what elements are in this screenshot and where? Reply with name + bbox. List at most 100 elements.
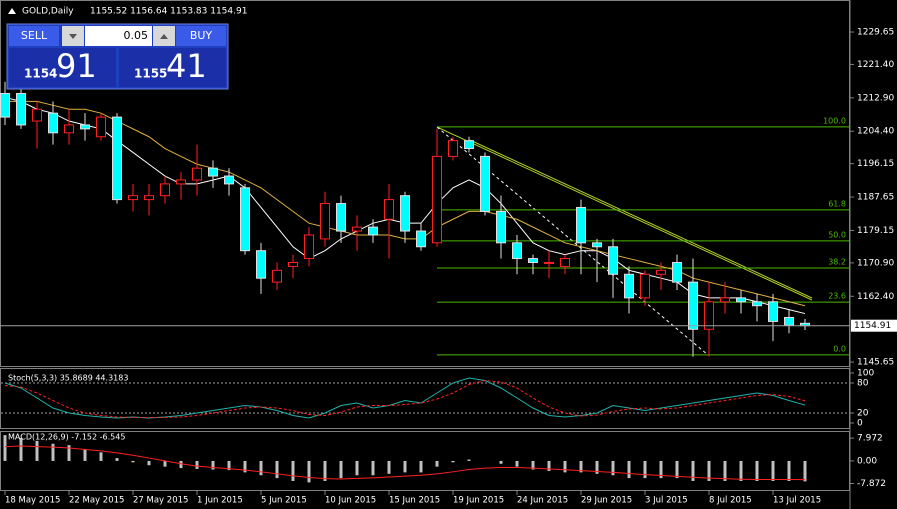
candle-body bbox=[240, 187, 250, 252]
histogram-bar bbox=[531, 460, 535, 470]
macd-panel bbox=[0, 431, 850, 491]
candle-body bbox=[752, 301, 762, 307]
x-tick-label: 18 May 2015 bbox=[5, 496, 60, 506]
candle-body bbox=[496, 210, 506, 244]
candle-body bbox=[192, 167, 202, 181]
candle-body bbox=[592, 242, 602, 248]
collapse-icon[interactable] bbox=[8, 8, 16, 14]
histogram-bar bbox=[563, 460, 567, 473]
histogram-bar bbox=[515, 460, 519, 467]
candle-body bbox=[720, 297, 730, 303]
sell-price-box[interactable] bbox=[9, 48, 116, 87]
candle-body bbox=[352, 226, 362, 232]
candle-body bbox=[576, 206, 586, 244]
y-tick-label: 20 bbox=[857, 409, 869, 419]
sell-price-small: 1154 bbox=[24, 67, 57, 81]
candle-body bbox=[704, 301, 714, 330]
y-tick-label: 1196.15 bbox=[857, 159, 894, 169]
y-tick-label: 100 bbox=[857, 369, 874, 379]
candle-body bbox=[480, 155, 490, 212]
indicator-title: MACD(12,26,9) -7.152 -6.545 bbox=[8, 433, 125, 442]
last-price: 1154.91 bbox=[854, 321, 891, 331]
y-tick-label: 7.972 bbox=[857, 434, 883, 444]
trend-line bbox=[436, 126, 813, 301]
x-tick-label: 24 Jun 2015 bbox=[517, 496, 568, 506]
y-tick-label: 80 bbox=[857, 379, 869, 389]
fib-label: 38.2 bbox=[828, 257, 846, 266]
x-tick-label: 22 May 2015 bbox=[69, 496, 124, 506]
candle-body bbox=[560, 258, 570, 267]
indicator-title: Stoch(5,3,3) 35.8689 44.3183 bbox=[8, 374, 128, 383]
candle-body bbox=[32, 108, 42, 122]
histogram-bar bbox=[579, 460, 583, 473]
trade-panel: SELL 0.05 BUY 1154 91 1155 41 bbox=[6, 23, 229, 90]
fib-label: 0.0 bbox=[833, 344, 846, 353]
candle-body bbox=[432, 155, 442, 244]
histogram-bar bbox=[771, 460, 775, 481]
buy-price-big: 41 bbox=[166, 47, 207, 85]
x-tick-label: 13 Jul 2015 bbox=[773, 496, 821, 506]
x-tick-label: 29 Jun 2015 bbox=[581, 496, 632, 506]
histogram-bar bbox=[595, 460, 599, 474]
histogram-bar bbox=[739, 460, 743, 481]
y-tick-label: 0.00 bbox=[857, 456, 877, 466]
dashed-line bbox=[436, 126, 709, 356]
candle-body bbox=[16, 93, 26, 126]
buy-price-box[interactable] bbox=[119, 48, 226, 87]
candle-body bbox=[608, 246, 618, 275]
candle-body bbox=[144, 195, 154, 201]
y-tick-label: 1179.15 bbox=[857, 226, 894, 236]
sell-button[interactable] bbox=[9, 26, 59, 46]
candle-body bbox=[736, 297, 746, 303]
histogram-bar bbox=[131, 460, 135, 463]
histogram-bar bbox=[179, 460, 183, 469]
lot-input[interactable] bbox=[85, 26, 152, 46]
candle-body bbox=[336, 203, 346, 232]
candle-body bbox=[208, 167, 218, 177]
histogram-bar bbox=[355, 460, 359, 476]
histogram-bar bbox=[371, 460, 375, 476]
histogram-bar bbox=[19, 438, 23, 461]
arrow-icon bbox=[160, 34, 168, 39]
candle-body bbox=[544, 261, 554, 264]
histogram-bar bbox=[451, 460, 455, 463]
x-tick-label: 8 Jul 2015 bbox=[709, 496, 752, 506]
candle-body bbox=[304, 234, 314, 260]
candle-body bbox=[640, 273, 650, 299]
candle-body bbox=[400, 195, 410, 232]
ohlc: 1155.52 1156.64 1153.83 1154.91 bbox=[90, 7, 247, 17]
buy-button[interactable] bbox=[176, 26, 226, 46]
indicator-line bbox=[4, 379, 806, 418]
trend-line bbox=[469, 139, 813, 299]
histogram-bar bbox=[291, 460, 295, 481]
histogram-bar bbox=[419, 460, 423, 473]
histogram-bar bbox=[339, 460, 343, 479]
candle-body bbox=[512, 242, 522, 260]
histogram-bar bbox=[547, 460, 551, 471]
signal-line bbox=[4, 445, 806, 481]
histogram-bar bbox=[675, 460, 679, 479]
candle-body bbox=[464, 140, 474, 150]
histogram-bar bbox=[163, 460, 167, 467]
y-tick-label: 1162.40 bbox=[857, 292, 894, 302]
histogram-bar bbox=[611, 460, 615, 476]
candle-body bbox=[48, 112, 58, 134]
y-tick-label: 1204.40 bbox=[857, 127, 894, 137]
histogram-bar bbox=[499, 460, 503, 464]
histogram-bar bbox=[195, 460, 199, 469]
y-tick-label: 1229.65 bbox=[857, 28, 894, 38]
indicator-line bbox=[4, 377, 806, 419]
x-tick-label: 27 May 2015 bbox=[133, 496, 188, 506]
candle-body bbox=[784, 316, 794, 326]
histogram-bar bbox=[643, 460, 647, 479]
fib-label: 50.0 bbox=[828, 230, 846, 239]
fib-label: 61.8 bbox=[828, 199, 846, 208]
candle-body bbox=[0, 93, 10, 118]
candle-body bbox=[672, 261, 682, 283]
y-tick-label: 0 bbox=[857, 419, 863, 429]
sell-label: SELL bbox=[21, 29, 48, 42]
candle-body bbox=[624, 273, 634, 299]
histogram-bar bbox=[707, 460, 711, 481]
candle-body bbox=[224, 175, 234, 185]
